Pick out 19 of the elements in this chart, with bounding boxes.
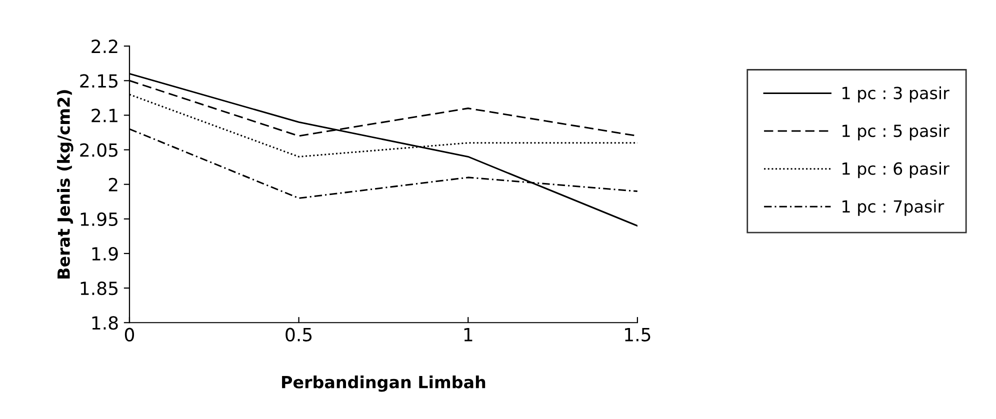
x-tick-label: 1.5 (625, 328, 650, 342)
y-tick-label: 2.05 (80, 143, 118, 157)
y-tick-label: 1.9 (92, 246, 118, 261)
y-tick-label: 1.95 (80, 212, 118, 226)
x-tick-label: 0.5 (286, 328, 312, 342)
y-axis-title: Berat Jenis (kg/cm2) (57, 90, 74, 278)
y-tick-label: 1.8 (92, 316, 118, 330)
y-tick-label: 1.85 (80, 282, 118, 296)
legend-label: 1 pc : 5 pasir (842, 124, 950, 140)
y-tick-label: 2.2 (92, 40, 118, 53)
x-axis-title: Perbandingan Limbah (282, 376, 486, 392)
y-tick-label: 2.15 (80, 74, 118, 88)
x-tick-label: 1 (464, 328, 472, 342)
legend-label: 1 pc : 6 pasir (842, 162, 950, 178)
legend-label: 1 pc : 3 pasir (842, 86, 950, 103)
y-tick-label: 2 (108, 178, 118, 192)
y-tick-label: 2.1 (92, 108, 118, 122)
x-tick-label: 0 (124, 328, 134, 342)
legend-label: 1 pc : 7pasir (842, 200, 944, 216)
